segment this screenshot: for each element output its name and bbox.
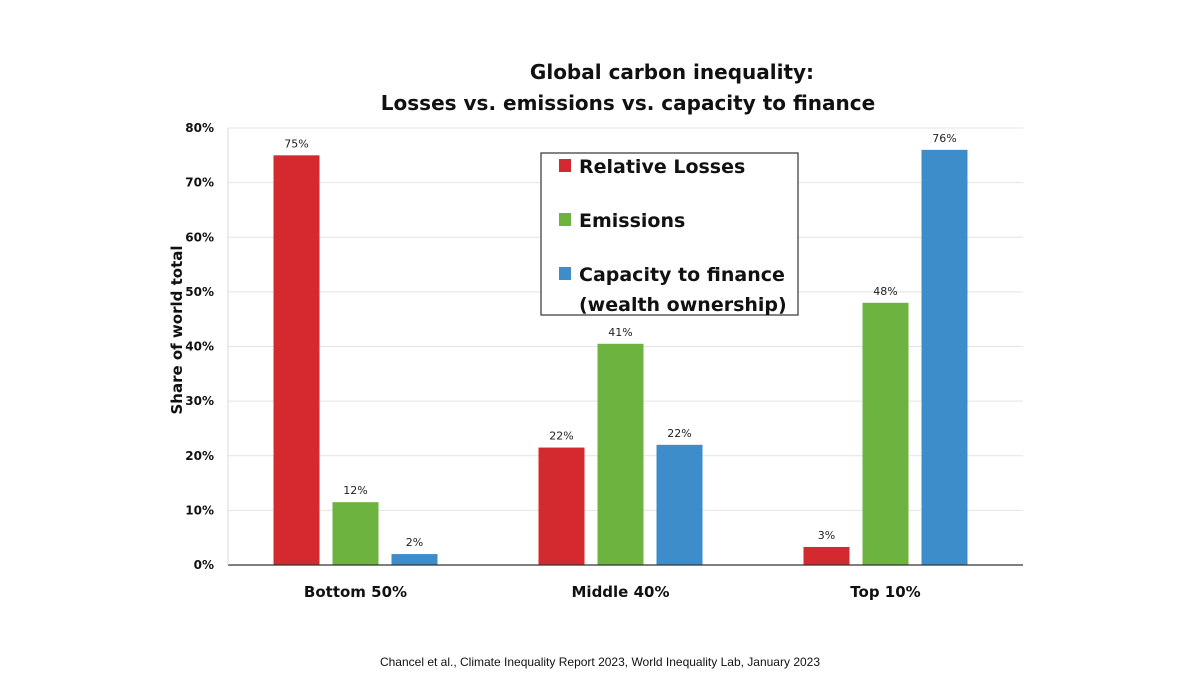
data-label-emissions-top-10: 48% [873,285,897,298]
bar-emissions-bottom-50 [332,502,379,565]
legend-label-relative-losses: Relative Losses [579,156,745,178]
legend-swatch-capacity-to-finance [559,267,571,280]
x-tick-label-bottom-50: Bottom 50% [304,583,407,601]
bar-relative-losses-middle-40 [538,447,585,565]
y-tick-label-50: 50% [185,285,214,299]
bar-capacity-to-finance-middle-40 [656,444,703,565]
legend-label-capacity-line-2: (wealth ownership) [579,294,787,316]
y-tick-label-60: 60% [185,230,214,244]
y-tick-label-10: 10% [185,503,214,517]
bar-relative-losses-bottom-50 [273,155,320,565]
y-tick-label-30: 30% [185,394,214,408]
bar-capacity-to-finance-bottom-50 [391,554,438,565]
source-note: Chancel et al., Climate Inequality Repor… [379,655,821,669]
legend-label-capacity-line-1: Capacity to finance [579,264,785,286]
data-label-capacity-to-finance-middle-40: 22% [667,427,691,440]
legend: Relative Losses Emissions Capacity to fi… [540,152,799,316]
legend-label-emissions: Emissions [579,210,685,232]
y-axis-ticks: 0% 10% 20% 30% 40% 50% 60% 70% 80% [185,121,214,572]
data-label-capacity-to-finance-top-10: 76% [932,132,956,145]
bar-relative-losses-top-10 [803,546,850,565]
x-tick-label-middle-40: Middle 40% [572,583,670,601]
data-label-relative-losses-middle-40: 22% [549,430,573,443]
bars [273,149,968,565]
chart-title-line-1: Global carbon inequality: [530,60,814,84]
x-tick-label-top-10: Top 10% [850,583,920,601]
bar-emissions-top-10 [862,302,909,565]
y-tick-label-0: 0% [194,558,214,572]
y-tick-label-80: 80% [185,121,214,135]
data-label-capacity-to-finance-bottom-50: 2% [406,536,423,549]
legend-box [540,152,799,316]
bar-emissions-middle-40 [597,343,644,565]
chart-title-line-2: Losses vs. emissions vs. capacity to fin… [381,91,875,115]
data-label-relative-losses-bottom-50: 75% [284,137,308,150]
bar-capacity-to-finance-top-10 [921,149,968,565]
y-tick-label-40: 40% [185,340,214,354]
legend-swatch-relative-losses [559,159,571,172]
y-tick-label-20: 20% [185,449,214,463]
x-axis-ticks: Bottom 50% Middle 40% Top 10% [304,583,921,601]
legend-swatch-emissions [559,213,571,226]
legend-label-capacity-to-finance: Capacity to finance (wealth ownership) [579,264,792,316]
data-labels: 75% 12% 2% 22% 41% 22% 3% 48% 76% [284,132,956,549]
y-axis-label: Share of world total [168,245,186,414]
data-label-emissions-middle-40: 41% [608,326,632,339]
data-label-relative-losses-top-10: 3% [818,529,835,542]
data-label-emissions-bottom-50: 12% [343,484,367,497]
y-tick-label-70: 70% [185,176,214,190]
